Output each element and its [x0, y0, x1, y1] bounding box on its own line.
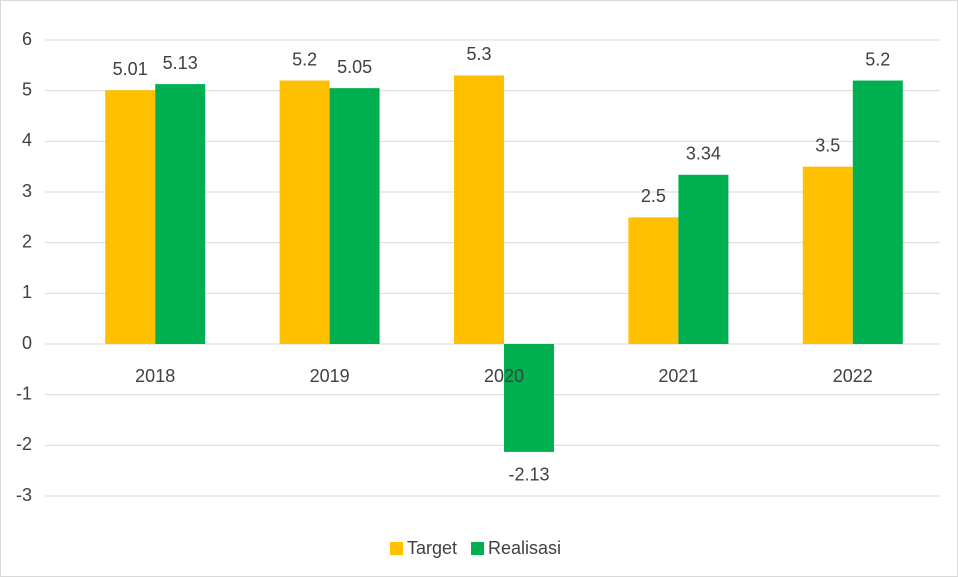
y-tick-label: 6 — [22, 29, 32, 49]
data-label: 5.3 — [466, 44, 491, 64]
y-tick-label: -2 — [16, 434, 32, 454]
bar — [628, 217, 679, 344]
y-tick-label: -3 — [16, 485, 32, 505]
bar — [802, 166, 853, 344]
bar — [105, 90, 156, 344]
y-tick-label: 3 — [22, 181, 32, 201]
bar — [678, 174, 729, 344]
data-label: 2.5 — [641, 186, 666, 206]
data-label: 5.05 — [337, 57, 372, 77]
data-label: 5.2 — [292, 49, 317, 69]
legend-swatch — [471, 542, 485, 555]
x-tick-label: 2019 — [310, 366, 350, 386]
x-tick-label: 2022 — [833, 366, 873, 386]
bar — [329, 88, 380, 344]
legend-swatch — [390, 542, 403, 555]
y-tick-label: 4 — [22, 130, 32, 150]
legend-label: Realisasi — [488, 538, 561, 558]
y-tick-label: 2 — [22, 231, 32, 251]
legend-label: Target — [407, 538, 457, 558]
data-label: 5.13 — [163, 53, 198, 73]
y-tick-label: 0 — [22, 333, 32, 353]
data-label: 3.34 — [686, 144, 721, 164]
bar — [852, 80, 903, 345]
data-label: -2.13 — [508, 465, 549, 485]
data-label: 3.5 — [815, 135, 840, 155]
data-label: 5.2 — [865, 49, 890, 69]
data-label: 5.01 — [113, 59, 148, 79]
bar — [155, 84, 206, 344]
x-tick-label: 2021 — [658, 366, 698, 386]
bar — [279, 80, 330, 345]
y-tick-label: -1 — [16, 383, 32, 403]
bar — [504, 344, 554, 452]
y-tick-label: 5 — [22, 79, 32, 99]
x-tick-label: 2020 — [484, 366, 524, 386]
y-tick-label: 1 — [22, 282, 32, 302]
bar — [454, 75, 504, 344]
x-tick-label: 2018 — [135, 366, 175, 386]
